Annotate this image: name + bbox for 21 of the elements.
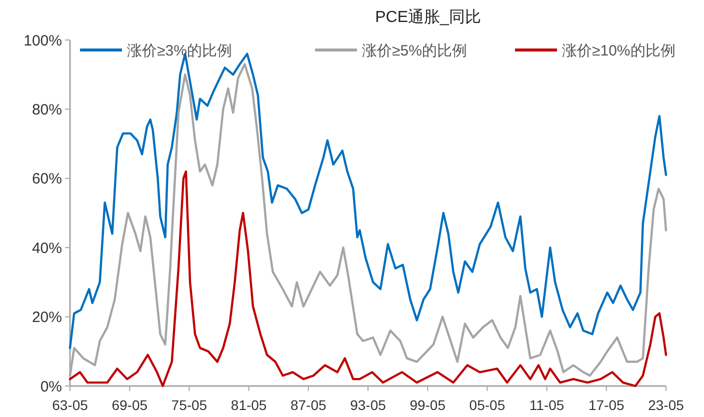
chart-title: PCE通胀_同比 (375, 8, 481, 26)
x-tick-label: 05-05 (469, 397, 506, 413)
x-tick-label: 93-05 (350, 397, 386, 413)
x-tick-label: 81-05 (230, 397, 267, 413)
y-tick-label: 40% (32, 240, 62, 257)
legend-label: 涨价≥3%的比例 (127, 42, 232, 60)
x-tick-label: 87-05 (290, 397, 327, 413)
x-tick-label: 75-05 (171, 397, 208, 413)
y-tick-label: 20% (32, 309, 62, 326)
y-tick-label: 100% (24, 32, 62, 50)
legend-label: 涨价≥5%的比例 (362, 42, 467, 60)
x-tick-label: 23-05 (648, 397, 684, 413)
x-tick-label: 69-05 (112, 397, 148, 413)
x-tick-label: 17-05 (588, 397, 625, 413)
legend-label: 涨价≥10%的比例 (562, 42, 676, 60)
x-tick-label: 63-05 (52, 397, 88, 413)
y-tick-label: 80% (32, 101, 62, 118)
y-tick-label: 60% (32, 170, 62, 188)
x-tick-label: 99-05 (410, 397, 446, 413)
x-tick-label: 11-05 (529, 397, 564, 413)
y-tick-label: 0% (40, 378, 62, 396)
